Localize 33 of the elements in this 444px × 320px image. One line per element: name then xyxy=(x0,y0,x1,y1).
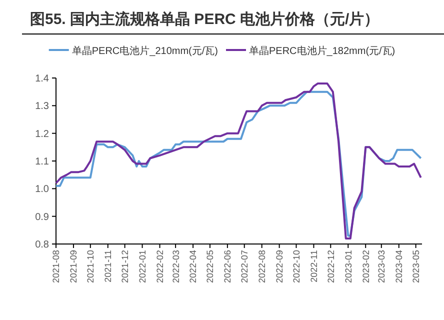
x-tick-label: 2021-10 xyxy=(86,250,96,284)
x-tick-label: 2021-09 xyxy=(68,250,79,284)
chart-title: 图55. 国内主流规格单晶 PERC 电池片价格（元/片） xyxy=(30,10,380,28)
x-tick-label: 2022-01 xyxy=(137,250,148,284)
x-tick-label: 2022-07 xyxy=(240,250,250,284)
x-tick-label: 2022-02 xyxy=(154,250,165,284)
x-tick-label: 2021-12 xyxy=(120,250,130,284)
y-tick-label: 1.2 xyxy=(35,128,50,140)
x-tick-label: 2022-03 xyxy=(170,250,181,284)
y-tick-label: 1.0 xyxy=(35,184,50,196)
y-tick-label: 1.4 xyxy=(35,74,50,84)
x-tick-label: 2021-11 xyxy=(103,250,114,282)
x-tick-label: 2022-11 xyxy=(308,250,319,282)
y-tick-label: 0.8 xyxy=(35,240,50,250)
x-tick-label: 2023-04 xyxy=(394,250,404,284)
plot: 0.8 0.9 1.0 1.1 1.2 1.3 1.4 2021-08 2021-09 2021-10 2021-11 2021-12 2022-01 2022-02 2022-03 2022-04 2022-05 2022-06 2022-07 2022-08 2022-09 2022-10 2022-11 2022-12 2023-01 2023-02 2023-03 2023-04 2023-05 xyxy=(35,74,422,284)
x-tick-label: 2023-02 xyxy=(360,250,371,284)
y-tick-label: 1.1 xyxy=(35,156,50,168)
legend-label: 单晶PERC电池片_210mm(元/瓦) xyxy=(72,45,218,57)
x-tick-label: 2022-10 xyxy=(291,250,302,284)
x-tick-label: 2022-12 xyxy=(326,250,336,284)
x-tick-label: 2022-04 xyxy=(188,250,198,284)
x-tick-label: 2021-08 xyxy=(51,250,62,284)
x-tick-label: 2022-05 xyxy=(205,250,216,284)
x-tick-label: 2022-06 xyxy=(222,250,233,284)
x-tick-label: 2022-08 xyxy=(257,250,268,284)
x-tick-label: 2023-03 xyxy=(376,250,387,284)
legend-label: 单晶PERC电池片_182mm(元/瓦) xyxy=(249,45,396,57)
x-tick-label: 2023-05 xyxy=(410,250,421,284)
y-tick-label: 0.9 xyxy=(35,212,50,223)
y-tick-label: 1.3 xyxy=(35,101,50,112)
x-tick-label: 2023-01 xyxy=(343,250,354,284)
x-tick-label: 2022-09 xyxy=(274,250,285,284)
